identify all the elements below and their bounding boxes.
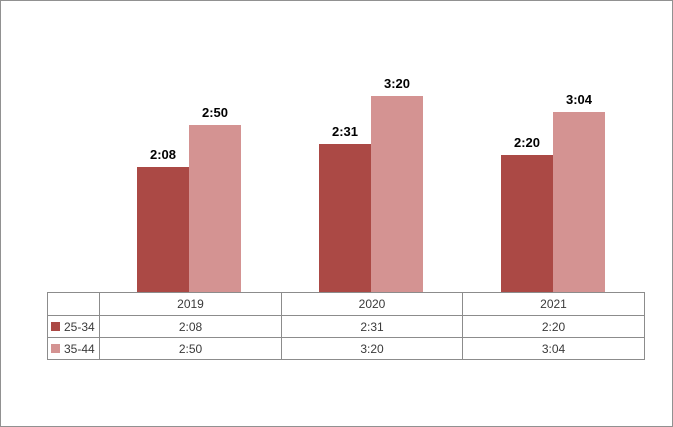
- bar-35-44-2020: [371, 96, 423, 292]
- bar-column-35-44-2021: 3:04: [553, 92, 605, 292]
- data-label-35-44-2019: 2:50: [201, 105, 229, 120]
- bar-column-25-34-2020: 2:31: [319, 124, 371, 292]
- legend-cell-25-34: 25-34: [47, 315, 100, 338]
- bar-25-34-2021: [501, 155, 553, 292]
- bar-35-44-2021: [553, 112, 605, 292]
- data-label-25-34-2019: 2:08: [149, 147, 177, 162]
- table-header-row: 2019 2020 2021: [47, 292, 645, 316]
- legend-cell-35-44: 35-44: [47, 337, 100, 360]
- bar-25-34-2019: [137, 167, 189, 292]
- bar-group-2020: 2:31 3:20: [280, 1, 462, 292]
- data-label-35-44-2020: 3:20: [383, 76, 411, 91]
- data-label-35-44-2021: 3:04: [565, 92, 593, 107]
- table-header-2020: 2020: [281, 292, 463, 316]
- legend-entry-35-44: 35-44: [49, 341, 99, 356]
- data-label-25-34-2021: 2:20: [513, 135, 541, 150]
- series-swatch-35-44-icon: [51, 344, 60, 353]
- table-corner-empty: [47, 292, 100, 316]
- data-label-25-34-2020: 2:31: [331, 124, 359, 139]
- bar-column-25-34-2021: 2:20: [501, 135, 553, 292]
- legend-entry-25-34: 25-34: [49, 319, 99, 334]
- bar-group-2019: 2:08 2:50: [98, 1, 280, 292]
- cell-25-34-2020: 2:31: [281, 315, 463, 338]
- bar-35-44-2019: [189, 125, 241, 292]
- cell-25-34-2019: 2:08: [99, 315, 282, 338]
- table-row-25-34: 25-34 2:08 2:31 2:20: [47, 315, 645, 338]
- cell-25-34-2021: 2:20: [462, 315, 645, 338]
- legend-label-25-34: 25-34: [64, 319, 95, 334]
- cell-35-44-2020: 3:20: [281, 337, 463, 360]
- table-header-2019: 2019: [99, 292, 282, 316]
- bar-column-35-44-2019: 2:50: [189, 105, 241, 292]
- chart-data-table: 2019 2020 2021 25-34 2:08 2:31 2:20 35-4…: [47, 292, 645, 360]
- table-row-35-44: 35-44 2:50 3:20 3:04: [47, 337, 645, 360]
- series-swatch-25-34-icon: [51, 322, 60, 331]
- bar-25-34-2020: [319, 144, 371, 292]
- cell-35-44-2019: 2:50: [99, 337, 282, 360]
- bar-group-2021: 2:20 3:04: [462, 1, 644, 292]
- plot-area: 2:08 2:50 2:31 3:20 2:20: [98, 1, 644, 292]
- cell-35-44-2021: 3:04: [462, 337, 645, 360]
- legend-label-35-44: 35-44: [64, 341, 95, 356]
- table-header-2021: 2021: [462, 292, 645, 316]
- bar-column-25-34-2019: 2:08: [137, 147, 189, 292]
- bar-column-35-44-2020: 3:20: [371, 76, 423, 292]
